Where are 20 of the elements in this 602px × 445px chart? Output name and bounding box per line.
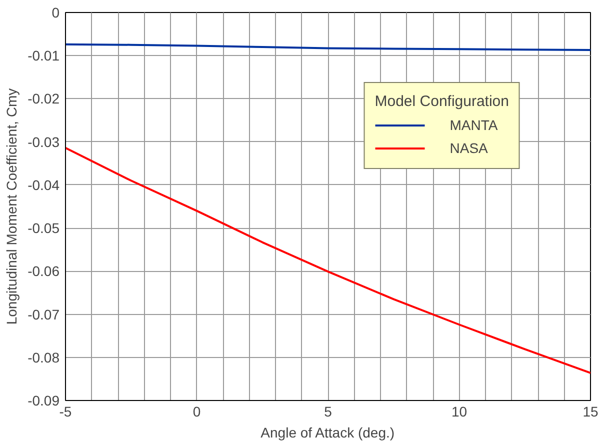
legend-title: Model Configuration: [374, 93, 509, 110]
x-tick-label: 5: [324, 404, 332, 420]
y-tick-label: -0.07: [28, 306, 60, 322]
y-tick-label: -0.02: [28, 90, 60, 107]
y-axis-title: Longitudinal Moment Coefficient, Cmy: [4, 88, 20, 325]
x-tick-label: 15: [582, 404, 598, 420]
y-tick-label: -0.09: [28, 392, 60, 408]
legend-label: NASA: [450, 140, 488, 156]
y-tick-label: -0.06: [28, 263, 60, 280]
x-tick-label: 10: [451, 404, 468, 420]
y-tick-label: -0.01: [28, 48, 60, 64]
y-tick-label: -0.03: [28, 134, 60, 150]
x-tick-label: 0: [192, 404, 201, 420]
x-axis-title: Angle of Attack (deg.): [260, 424, 395, 440]
y-tick-label: -0.08: [28, 349, 60, 366]
y-tick-label: -0.04: [28, 176, 60, 193]
y-tick-label: 0: [52, 4, 60, 20]
legend-label: MANTA: [450, 117, 498, 133]
x-tick-label: -5: [59, 404, 72, 420]
y-tick-label: -0.05: [28, 220, 60, 236]
